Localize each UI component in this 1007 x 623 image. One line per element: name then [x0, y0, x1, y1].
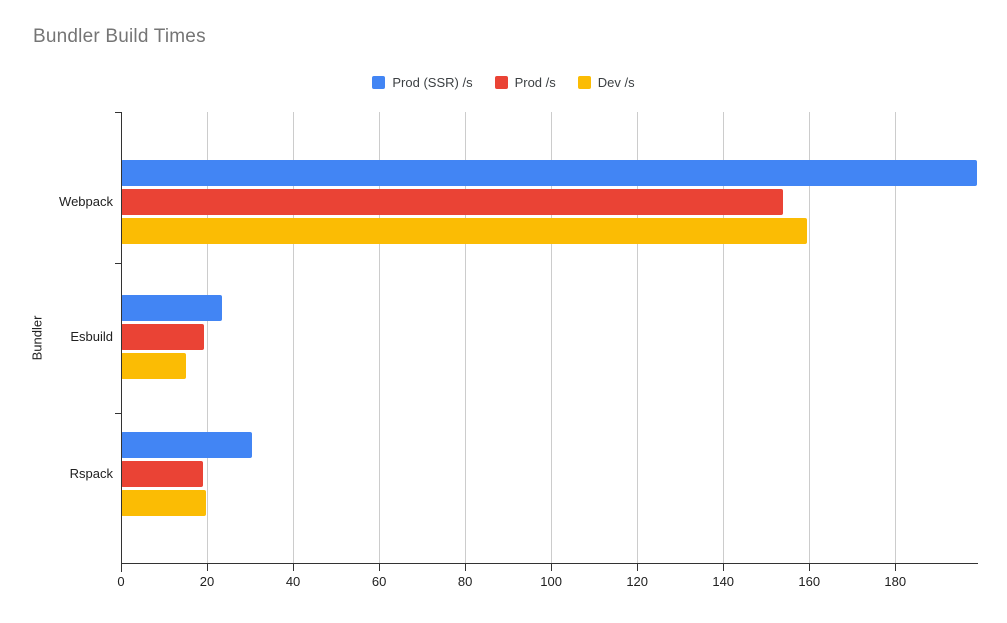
bar-esbuild-prod-s — [121, 324, 205, 350]
x-tickmark-160 — [809, 564, 811, 571]
x-ticklabel-0: 0 — [117, 574, 125, 589]
category-tick-2 — [115, 413, 122, 414]
bar-webpack-prod-ssr-s — [121, 160, 977, 186]
gridline-80 — [465, 112, 467, 564]
gridline-60 — [379, 112, 381, 564]
legend-item-prod-ssr: Prod (SSR) /s — [372, 74, 473, 90]
x-ticklabel-40: 40 — [285, 574, 301, 589]
category-label-esbuild: Esbuild — [70, 329, 113, 344]
category-tick-1 — [115, 263, 122, 264]
bar-rspack-prod-ssr-s — [121, 432, 253, 458]
x-ticklabel-160: 160 — [798, 574, 821, 589]
x-tickmark-180 — [895, 564, 897, 571]
legend-label-prod: Prod /s — [514, 74, 556, 90]
gridline-120 — [637, 112, 639, 564]
x-tickmark-40 — [293, 564, 295, 571]
category-label-webpack: Webpack — [59, 194, 113, 209]
category-label-rspack: Rspack — [69, 466, 113, 481]
gridline-140 — [723, 112, 725, 564]
legend-swatch-dev-icon — [577, 75, 591, 89]
gridline-40 — [293, 112, 295, 564]
legend-label-dev: Dev /s — [597, 74, 635, 90]
bar-webpack-dev-s — [121, 218, 808, 244]
x-ticklabel-80: 80 — [457, 574, 473, 589]
chart-title: Bundler Build Times — [33, 26, 206, 47]
x-ticklabel-20: 20 — [199, 574, 215, 589]
plot-area — [121, 112, 977, 564]
gridline-160 — [809, 112, 811, 564]
y-axis-line — [121, 112, 122, 572]
legend-item-dev: Dev /s — [577, 74, 635, 90]
bar-webpack-prod-s — [121, 189, 784, 215]
x-tickmark-100 — [551, 564, 553, 571]
x-tickmark-60 — [379, 564, 381, 571]
x-tickmark-80 — [465, 564, 467, 571]
bar-rspack-dev-s — [121, 490, 207, 516]
gridline-100 — [551, 112, 553, 564]
gridline-20 — [207, 112, 209, 564]
legend-swatch-prod-ssr-icon — [372, 75, 386, 89]
x-ticklabel-180: 180 — [884, 574, 907, 589]
legend-label-prod-ssr: Prod (SSR) /s — [392, 74, 473, 90]
category-tick-0 — [115, 112, 122, 113]
gridline-180 — [895, 112, 897, 564]
x-ticklabel-60: 60 — [371, 574, 387, 589]
x-axis-ticks: 0 20 40 60 80 100 120 140 160 180 — [117, 564, 977, 594]
legend-swatch-prod-icon — [494, 75, 508, 89]
legend: Prod (SSR) /s Prod /s Dev /s — [0, 74, 1007, 90]
x-tickmark-0 — [121, 564, 122, 571]
x-tickmark-120 — [637, 564, 639, 571]
bar-esbuild-prod-ssr-s — [121, 295, 223, 321]
bar-rspack-prod-s — [121, 461, 204, 487]
legend-item-prod: Prod /s — [494, 74, 556, 90]
bar-esbuild-dev-s — [121, 353, 187, 379]
x-tickmark-140 — [723, 564, 725, 571]
x-ticklabel-120: 120 — [626, 574, 649, 589]
x-ticklabel-140: 140 — [712, 574, 735, 589]
x-axis-line — [121, 563, 978, 564]
x-tickmark-20 — [207, 564, 209, 571]
x-ticklabel-100: 100 — [540, 574, 562, 589]
